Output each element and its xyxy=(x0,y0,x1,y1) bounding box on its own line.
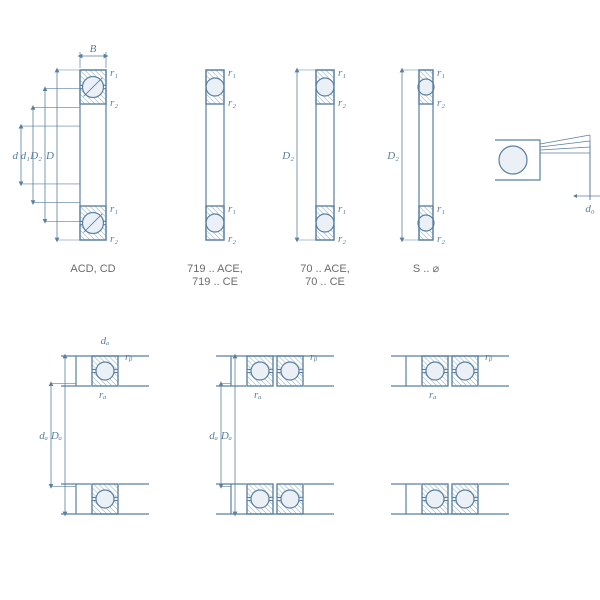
row1-bearing-1: r₁ r₂ r₁ r₂ 719 .. ACE,719 .. CE xyxy=(187,67,251,288)
caption-row1-1-1: 719 .. CE xyxy=(192,276,238,288)
svg-text:rᵦ: rᵦ xyxy=(485,351,492,363)
svg-text:r₁: r₁ xyxy=(110,67,118,79)
svg-text:D₂: D₂ xyxy=(386,150,399,162)
row1-bearing-0: r₁ r₂ r₁ r₂ B DD₂d₁d ACD, CD xyxy=(13,43,136,275)
caption-row1-1-0: 719 .. ACE, xyxy=(187,263,243,275)
svg-text:Dₐ: Dₐ xyxy=(50,430,62,442)
svg-text:D₂: D₂ xyxy=(29,150,42,162)
svg-text:r₂: r₂ xyxy=(338,97,346,109)
row1-bearing-3: r₁ r₂ r₁ r₂ D₂ S .. ⌀ xyxy=(386,67,459,275)
svg-text:r₁: r₁ xyxy=(338,67,346,79)
svg-text:dₐ: dₐ xyxy=(39,430,48,442)
svg-text:r₁: r₁ xyxy=(228,67,236,79)
detail-ball-holes: d₀ xyxy=(495,135,600,215)
svg-text:rₐ: rₐ xyxy=(429,389,437,401)
row1-bearing-2: r₁ r₂ r₁ r₂ D₂ 70 .. ACE,70 .. CE xyxy=(281,67,361,288)
caption-row1-0-0: ACD, CD xyxy=(70,263,115,275)
caption-row1-2-1: 70 .. CE xyxy=(305,276,345,288)
svg-text:d: d xyxy=(13,150,19,162)
svg-text:r₁: r₁ xyxy=(338,203,346,215)
svg-text:rₐ: rₐ xyxy=(254,389,262,401)
svg-text:dₐ: dₐ xyxy=(209,430,218,442)
svg-text:D: D xyxy=(45,150,54,162)
svg-text:d₀: d₀ xyxy=(585,203,595,215)
svg-text:r₁: r₁ xyxy=(437,67,445,79)
row2-assembly-0: rᵦrₐdₐDₐdₐ xyxy=(39,335,149,514)
svg-text:dₐ: dₐ xyxy=(101,335,110,347)
svg-text:r₂: r₂ xyxy=(437,233,445,245)
caption-row1-2-0: 70 .. ACE, xyxy=(300,263,350,275)
caption-row1-3-0: S .. ⌀ xyxy=(413,263,440,275)
svg-text:r₂: r₂ xyxy=(338,233,346,245)
svg-text:r₂: r₂ xyxy=(228,233,236,245)
svg-text:r₂: r₂ xyxy=(110,97,118,109)
svg-text:r₁: r₁ xyxy=(437,203,445,215)
svg-text:Dₐ: Dₐ xyxy=(220,430,232,442)
row2-assembly-1: rᵦ rₐ Dₐdₐ xyxy=(209,351,334,514)
svg-text:r₂: r₂ xyxy=(228,97,236,109)
svg-text:r₂: r₂ xyxy=(110,233,118,245)
svg-text:D₂: D₂ xyxy=(281,150,294,162)
svg-text:rₐ: rₐ xyxy=(99,389,107,401)
svg-text:rᵦ: rᵦ xyxy=(310,351,317,363)
svg-text:r₂: r₂ xyxy=(437,97,445,109)
svg-text:rᵦ: rᵦ xyxy=(125,351,132,363)
svg-text:r₁: r₁ xyxy=(110,203,118,215)
svg-text:B: B xyxy=(90,43,97,55)
row2-assembly-2: rᵦ rₐ xyxy=(391,351,509,514)
bearing-diagram-canvas: r₁r₂r₁r₂BDD₂d₁dACD, CDr₁r₂r₁r₂719 .. ACE… xyxy=(0,0,600,600)
svg-text:d₁: d₁ xyxy=(21,150,31,162)
svg-text:r₁: r₁ xyxy=(228,203,236,215)
